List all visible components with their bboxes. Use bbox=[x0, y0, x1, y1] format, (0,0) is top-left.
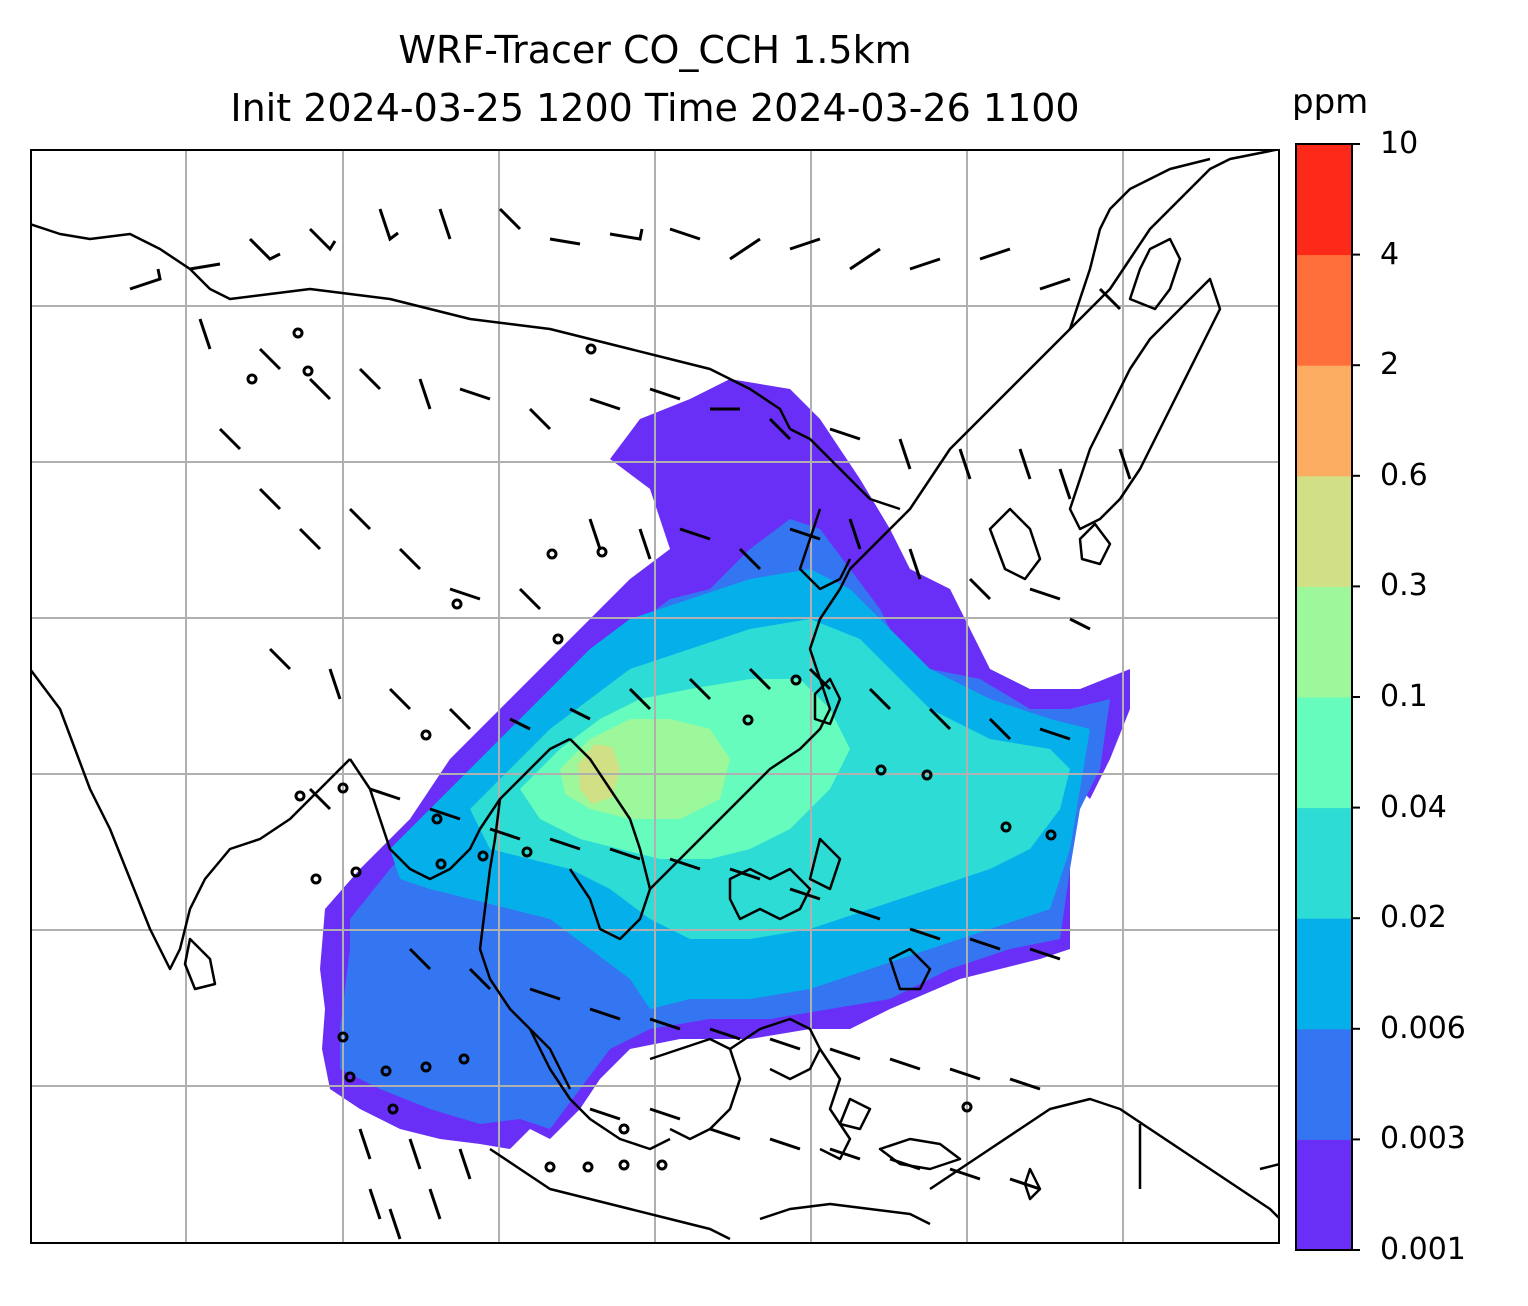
colorbar-tick-label: 0.001 bbox=[1380, 1232, 1466, 1267]
colorbar-tick-label: 0.6 bbox=[1380, 457, 1428, 493]
colorbar-tick-label: 0.003 bbox=[1380, 1121, 1466, 1157]
colorbar-tick-label: 2 bbox=[1380, 347, 1400, 383]
gridlines bbox=[30, 149, 1280, 1244]
colorbar-unit-label: ppm bbox=[1292, 82, 1369, 122]
colorbar bbox=[1295, 143, 1360, 1251]
chart-title-line2: Init 2024-03-25 1200 Time 2024-03-26 110… bbox=[230, 86, 1080, 130]
calm-wind-markers bbox=[246, 327, 1057, 1173]
colorbar-tick-label: 10 bbox=[1380, 126, 1419, 161]
colorbar-tick-label: 0.02 bbox=[1380, 900, 1447, 936]
colorbar-segment bbox=[1296, 697, 1352, 809]
map-frame bbox=[30, 149, 1280, 1244]
colorbar-segment bbox=[1296, 1028, 1352, 1140]
colorbar-segment bbox=[1296, 807, 1352, 919]
wind-barbs bbox=[129, 207, 1132, 1240]
colorbar-tick-label: 0.1 bbox=[1380, 679, 1428, 714]
chart-title-line1: WRF-Tracer CO_CCH 1.5km bbox=[398, 28, 912, 72]
colorbar-segment bbox=[1296, 586, 1352, 698]
colorbar-tick-label: 0.04 bbox=[1380, 789, 1447, 825]
colorbar-segment bbox=[1296, 365, 1352, 477]
map-panel bbox=[30, 149, 1280, 1244]
colorbar-segment bbox=[1296, 918, 1352, 1030]
colorbar-segment bbox=[1296, 475, 1352, 587]
concentration-field bbox=[320, 379, 1130, 1149]
colorbar-segment bbox=[1296, 254, 1352, 366]
colorbar-tick-label: 0.006 bbox=[1380, 1010, 1466, 1046]
colorbar-tick-label: 0.3 bbox=[1380, 568, 1428, 604]
colorbar-segment bbox=[1296, 1139, 1352, 1251]
colorbar-tick-label: 4 bbox=[1380, 236, 1400, 272]
colorbar-segment bbox=[1296, 144, 1352, 256]
coastlines bbox=[30, 149, 1280, 1241]
